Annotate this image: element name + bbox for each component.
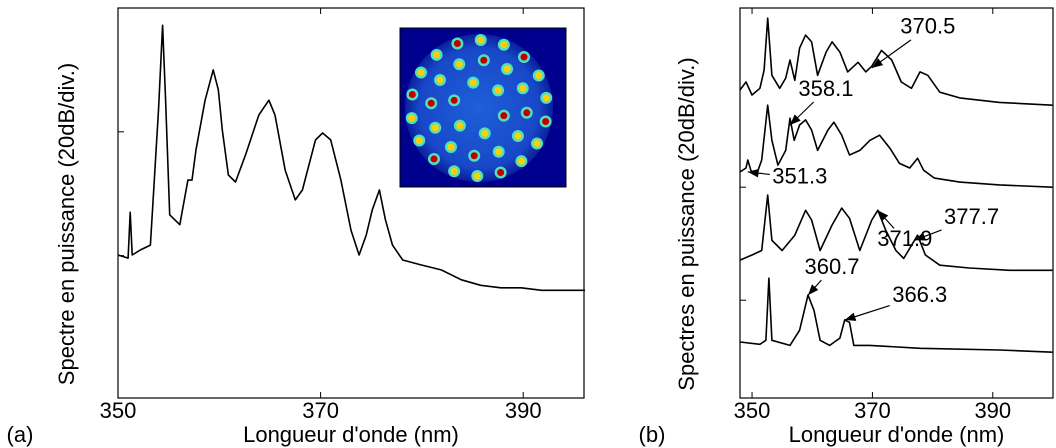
x-tick-label: 390	[974, 398, 1011, 423]
annotation-label: 371.9	[877, 226, 932, 251]
inset-spot	[542, 118, 550, 126]
inset-spot	[450, 167, 458, 175]
spectrum-line	[739, 194, 1053, 272]
panel-label: (b)	[639, 422, 666, 447]
inset-spot	[533, 139, 541, 147]
y-axis-label: Spectres en puissance (20dB/div.)	[674, 57, 699, 390]
x-axis-label: Longueur d'onde (nm)	[789, 422, 1005, 447]
inset-image	[399, 27, 567, 188]
inset-spot	[517, 157, 525, 165]
inset-spot	[523, 109, 531, 117]
inset-spot	[495, 148, 503, 156]
annotation-arrow	[747, 168, 770, 178]
inset-spot	[456, 122, 464, 130]
inset-spot	[433, 51, 441, 59]
plot-frame	[739, 7, 1054, 399]
annotation-arrow	[877, 209, 895, 229]
x-tick-label: 350	[100, 398, 137, 423]
x-axis-label: Longueur d'onde (nm)	[243, 422, 459, 447]
annotation-arrow	[871, 39, 912, 69]
panel-label: (a)	[7, 422, 34, 447]
annotation-label: 366.3	[892, 282, 947, 307]
spectrum-line	[739, 104, 1053, 188]
inset-spot	[494, 86, 502, 94]
inset-spot	[430, 155, 438, 163]
inset-spot	[427, 99, 435, 107]
inset-spot	[535, 72, 543, 80]
inset-spot	[436, 76, 444, 84]
x-tick-label: 370	[302, 398, 339, 423]
inset-spot	[408, 114, 416, 122]
annotation-label: 351.3	[772, 164, 827, 189]
x-tick-label: 370	[854, 398, 891, 423]
inset-spot	[500, 41, 508, 49]
inset-spot	[469, 79, 477, 87]
annotation-label: 370.5	[900, 14, 955, 39]
inset-spot	[455, 60, 463, 68]
annotation-arrow	[789, 101, 815, 126]
inset-spot	[450, 96, 458, 104]
inset-spot	[519, 84, 527, 92]
annotation-arrow	[914, 229, 942, 241]
spectrum-line	[739, 277, 1053, 353]
annotation-label: 358.1	[798, 76, 853, 101]
inset-spot	[500, 112, 508, 120]
inset-spot	[473, 172, 481, 180]
inset-spot	[520, 53, 528, 61]
inset-spot	[481, 129, 489, 137]
x-tick-label: 390	[505, 398, 542, 423]
inset-spot	[408, 90, 416, 98]
inset-spot	[480, 56, 488, 64]
inset-spot	[447, 143, 455, 151]
inset-spot	[542, 94, 550, 102]
annotation-arrow	[807, 279, 822, 296]
x-tick-label: 350	[734, 398, 771, 423]
spectrum-line	[117, 24, 585, 292]
inset-spot	[497, 168, 505, 176]
inset-spot	[514, 132, 522, 140]
inset-spot	[477, 36, 485, 44]
inset-spot	[417, 69, 425, 77]
annotation-arrow	[844, 305, 890, 321]
y-axis-label: Spectre en puissance (20dB/div.)	[54, 63, 79, 385]
plot-frame	[117, 7, 585, 399]
inset-spot	[503, 65, 511, 73]
inset-spot	[470, 152, 478, 160]
inset-spot	[415, 136, 423, 144]
annotation-label: 360.7	[804, 254, 859, 279]
inset-spot	[431, 124, 439, 132]
spectrum-line	[739, 17, 1053, 106]
annotation-label: 377.7	[944, 204, 999, 229]
inset-spot	[453, 40, 461, 48]
